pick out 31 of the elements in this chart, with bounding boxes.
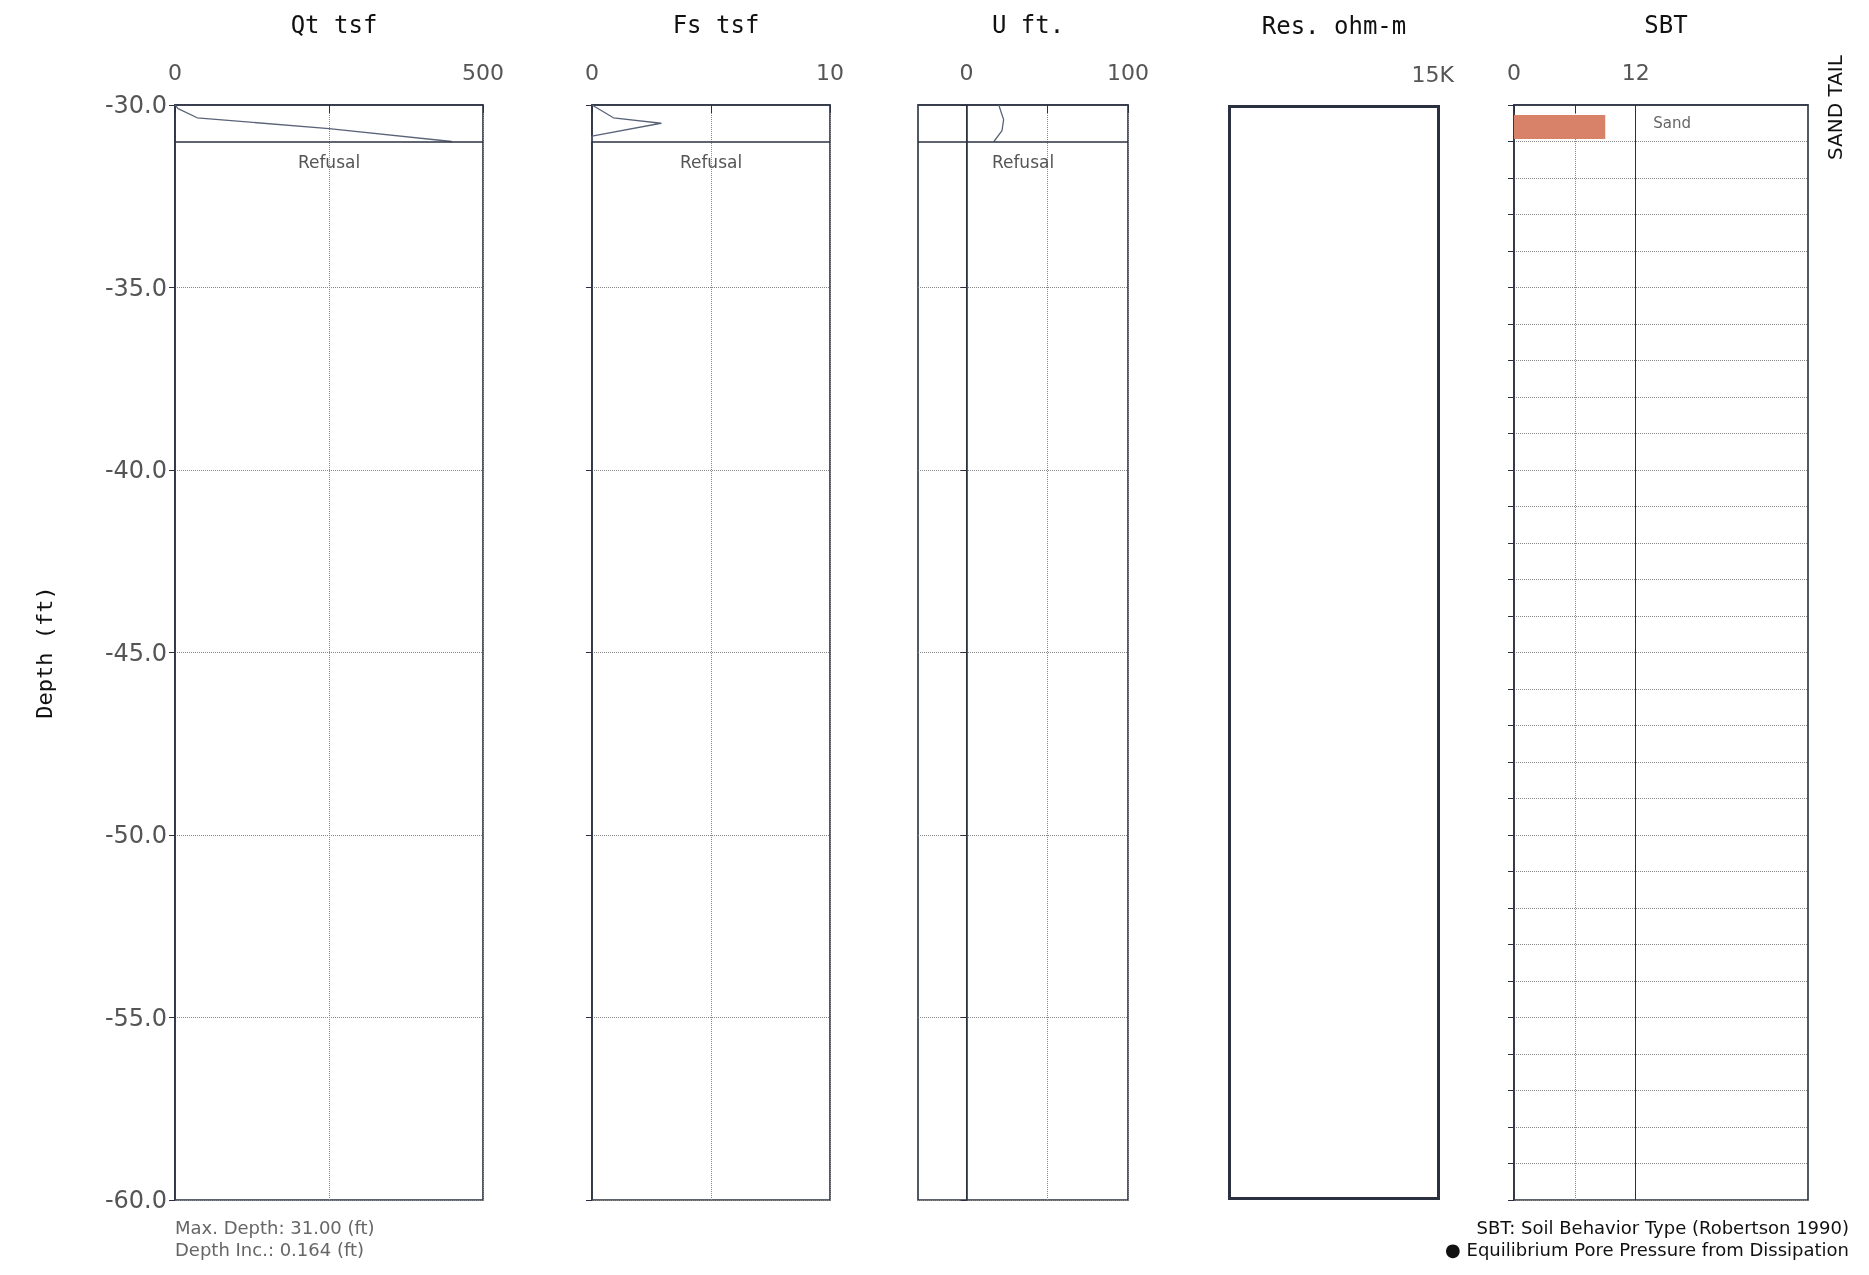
x-tick-label: 10 — [816, 59, 844, 85]
ref-line-label: Refusal — [991, 152, 1055, 172]
chart-title: Qt tsf — [290, 11, 378, 39]
y-tick-label: -60.0 — [104, 1186, 167, 1214]
data-label: Sand — [1653, 113, 1691, 132]
text: ● Equilibrium Pore Pressure from Dissipation — [1445, 1238, 1849, 1260]
x-tick-label: 0 — [585, 59, 599, 85]
x-tick-label: 100 — [1107, 59, 1149, 85]
text: Res. ohm-m — [1260, 12, 1408, 40]
ref-line-label: Refusal — [297, 152, 361, 172]
y-tick-label: -45.0 — [104, 638, 167, 667]
x-tick-label: 0 — [1507, 59, 1521, 85]
x-tick-label: 500 — [462, 59, 504, 85]
text: SAND TAIL — [1823, 54, 1847, 160]
y-tick-label: -50.0 — [104, 821, 167, 849]
chart-title: Fs tsf — [672, 11, 760, 39]
text: Max. Depth: 31.00 (ft) — [175, 1216, 375, 1238]
x-tick-label: 0 — [168, 59, 182, 85]
y-tick-label: -55.0 — [104, 1003, 167, 1032]
y-tick-label: -30.0 — [104, 91, 167, 119]
ref-line-label: Refusal — [679, 152, 743, 172]
text: 15K — [1411, 62, 1454, 87]
y-tick-label: -35.0 — [104, 273, 167, 302]
y-tick-label: -40.0 — [104, 456, 167, 484]
x-tick-label: 0 — [959, 59, 974, 85]
y-axis-title: Depth (ft) — [31, 586, 57, 719]
text: SBT: Soil Behavior Type (Robertson 1990) — [1476, 1216, 1849, 1238]
chart-title: U ft. — [991, 11, 1065, 39]
text: Depth Inc.: 0.164 (ft) — [175, 1238, 365, 1260]
x-tick-label: 12 — [1621, 59, 1650, 85]
chart-title: SBT — [1644, 11, 1688, 39]
